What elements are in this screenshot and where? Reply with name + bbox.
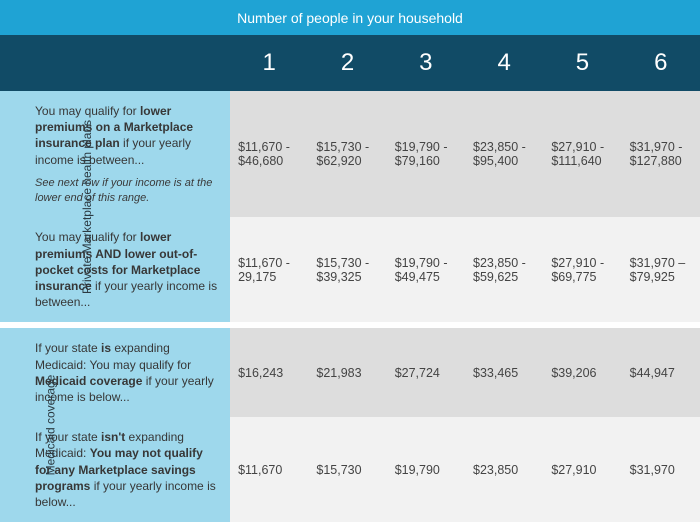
cell-value: $21,983	[308, 328, 386, 417]
cell-value: $23,850 - $95,400	[465, 91, 543, 217]
cell-value: $23,850 - $59,625	[465, 217, 543, 322]
cell-value: $27,724	[387, 328, 465, 417]
cell-value: $27,910 - $69,775	[543, 217, 621, 322]
table-row: If your state isn't expanding Medicaid: …	[0, 417, 700, 522]
cell-value: $19,790 - $79,160	[387, 91, 465, 217]
cell-value: $11,670 - 29,175	[230, 217, 308, 322]
col-header: 4	[465, 35, 543, 91]
section-side-label-text: Private Marketplace health plans	[80, 120, 94, 294]
col-header: 1	[230, 35, 308, 91]
col-header: 3	[387, 35, 465, 91]
col-header: 5	[543, 35, 621, 91]
cell-value: $23,850	[465, 417, 543, 522]
row-description: You may qualify for lower premiums on a …	[25, 91, 230, 217]
eligibility-table-container: Number of people in your household 1 2 3…	[0, 0, 700, 522]
cell-value: $15,730 - $62,920	[308, 91, 386, 217]
table-row: Medicaid coverage If your state is expan…	[0, 328, 700, 417]
row-desc-note: See next row if your income is at the lo…	[35, 176, 220, 206]
header-blank	[0, 35, 25, 91]
row-desc-text: You may qualify for lower premiums on a …	[35, 104, 193, 167]
cell-value: $16,243	[230, 328, 308, 417]
cell-value: $11,670 - $46,680	[230, 91, 308, 217]
cell-value: $19,790 - $49,475	[387, 217, 465, 322]
row-desc-text: If your state isn't expanding Medicaid: …	[35, 430, 216, 509]
cell-value: $15,730 - $39,325	[308, 217, 386, 322]
cell-value: $15,730	[308, 417, 386, 522]
column-header-row: 1 2 3 4 5 6	[0, 35, 700, 91]
cell-value: $31,970	[622, 417, 700, 522]
table-row: Private Marketplace health plans You may…	[0, 91, 700, 217]
table-row: You may qualify for lower premiums AND l…	[0, 217, 700, 322]
cell-value: $27,910	[543, 417, 621, 522]
eligibility-table: 1 2 3 4 5 6 Private Marketplace health p…	[0, 35, 700, 522]
table-top-header: Number of people in your household	[0, 0, 700, 35]
cell-value: $31,970 – $79,925	[622, 217, 700, 322]
row-desc-text: If your state is expanding Medicaid: You…	[35, 341, 214, 404]
cell-value: $11,670	[230, 417, 308, 522]
col-header: 6	[622, 35, 700, 91]
cell-value: $19,790	[387, 417, 465, 522]
cell-value: $27,910 - $111,640	[543, 91, 621, 217]
row-desc-text: You may qualify for lower premiums AND l…	[35, 230, 217, 309]
section-side-label-text: Medicaid coverage	[43, 375, 57, 476]
section-side-label: Medicaid coverage	[0, 328, 25, 522]
cell-value: $31,970 - $127,880	[622, 91, 700, 217]
cell-value: $39,206	[543, 328, 621, 417]
col-header: 2	[308, 35, 386, 91]
cell-value: $44,947	[622, 328, 700, 417]
section-side-label: Private Marketplace health plans	[0, 91, 25, 322]
table-top-header-text: Number of people in your household	[237, 10, 463, 26]
header-blank	[25, 35, 230, 91]
row-description: You may qualify for lower premiums AND l…	[25, 217, 230, 322]
cell-value: $33,465	[465, 328, 543, 417]
